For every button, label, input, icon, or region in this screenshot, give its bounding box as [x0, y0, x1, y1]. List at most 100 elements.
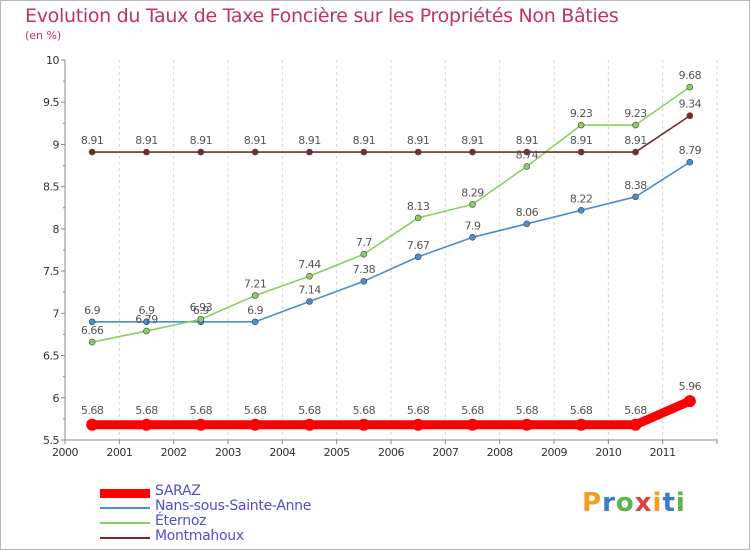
data-label: 6.9: [84, 304, 100, 317]
legend-label: Nans-sous-Sainte-Anne: [155, 498, 312, 514]
data-point: [306, 148, 313, 156]
data-label: 7.44: [298, 258, 321, 271]
data-label: 6.93: [190, 301, 213, 314]
data-label: 8.29: [461, 186, 484, 199]
data-label: 5.96: [679, 380, 702, 393]
logo-letter: i: [675, 488, 686, 518]
data-point: [577, 148, 585, 156]
logo-letter: P: [582, 488, 603, 518]
logo-letter: t: [662, 488, 676, 518]
chart-unit: (en %): [25, 29, 62, 42]
data-point: [686, 83, 694, 91]
data-point: [469, 234, 476, 241]
data-label: 7.14: [298, 284, 321, 297]
data-point: [251, 292, 259, 299]
data-point: [414, 253, 422, 261]
axes: 5.5 6 6.5 7 7.5 8 8.5 9 9.5 10 2000 2001 2002 2003 200…: [43, 54, 718, 459]
data-point: [414, 214, 422, 222]
y-tick-label: 8.5: [43, 181, 59, 194]
data-point: [412, 418, 425, 431]
data-label: 5.68: [135, 404, 158, 417]
data-point: [520, 418, 533, 431]
data-label: 8.91: [190, 134, 213, 147]
legend-label: Éternoz: [155, 513, 207, 529]
chart-title: Evolution du Taux de Taxe Foncière sur l…: [25, 5, 619, 27]
data-label: 6.66: [81, 324, 104, 337]
data-label: 8.91: [407, 134, 430, 147]
data-label: 9.34: [679, 98, 702, 111]
data-label: 5.68: [81, 404, 104, 417]
logo-letter: r: [602, 488, 616, 518]
data-label: 8.91: [298, 134, 321, 147]
data-point: [143, 318, 150, 326]
logo-letter: o: [615, 488, 635, 518]
data-label: 7.7: [356, 236, 372, 249]
x-tick-label: 2004: [269, 446, 295, 459]
data-point: [683, 395, 696, 408]
series-line-3: [91, 114, 691, 153]
data-point: [632, 193, 639, 201]
data-point: [194, 418, 207, 431]
data-point: [523, 220, 531, 228]
data-point: [251, 318, 259, 326]
data-label: 5.68: [461, 404, 484, 417]
data-point: [360, 148, 368, 156]
x-tick-label: 2000: [52, 446, 78, 459]
data-label: 8.74: [516, 148, 539, 161]
legend-label: SARAZ: [155, 483, 201, 499]
legend-swatch: [100, 488, 150, 498]
legend-swatch: [100, 507, 150, 509]
x-tick-label: 2007: [432, 446, 458, 459]
data-point: [306, 272, 313, 280]
data-label: 8.79: [679, 144, 702, 157]
y-tick-label: 6: [53, 392, 60, 405]
legend-item: SARAZ: [100, 483, 420, 501]
data-point: [577, 121, 585, 129]
legend-swatch: [100, 537, 150, 539]
data-point: [577, 207, 585, 214]
legend-item: Nans-sous-Sainte-Anne: [100, 498, 420, 516]
data-point: [523, 148, 531, 156]
y-tick-label: 5.5: [43, 434, 59, 447]
data-label: 8.91: [461, 134, 484, 147]
data-label: 8.91: [353, 134, 376, 147]
data-label: 8.91: [570, 134, 593, 147]
data-label: 5.68: [570, 404, 593, 417]
data-label: 5.68: [298, 404, 321, 417]
x-tick-label: 2005: [324, 446, 350, 459]
data-label: 5.68: [244, 404, 267, 417]
data-point: [360, 277, 368, 285]
data-point: [249, 418, 262, 431]
data-point: [629, 418, 642, 431]
data-label: 8.06: [516, 206, 539, 219]
data-label: 8.38: [624, 179, 647, 192]
data-label: 7.21: [244, 278, 267, 291]
data-label: 8.91: [135, 134, 158, 147]
data-point: [686, 112, 694, 120]
data-point: [251, 148, 259, 156]
data-point: [575, 418, 588, 431]
data-label: 9.23: [624, 107, 647, 120]
data-point: [88, 338, 96, 346]
data-point: [197, 148, 205, 156]
data-point: [632, 148, 639, 156]
data-point: [143, 148, 150, 156]
data-point: [523, 163, 531, 170]
data-label: 5.68: [624, 404, 647, 417]
legend-swatch: [100, 522, 150, 524]
data-point: [686, 158, 694, 166]
data-label: 6.9: [193, 304, 209, 317]
y-tick-label: 7: [53, 307, 60, 320]
data-point: [197, 315, 205, 323]
data-label: 8.91: [516, 134, 539, 147]
x-tick-label: 2010: [595, 446, 621, 459]
data-label: 5.68: [516, 404, 539, 417]
data-label: 5.68: [407, 404, 430, 417]
x-tick-label: 2008: [487, 446, 513, 459]
data-label: 7.67: [407, 239, 430, 252]
data-point: [306, 298, 313, 305]
data-label: 6.9: [247, 304, 263, 317]
data-label: 5.68: [190, 404, 213, 417]
data-label: 8.91: [244, 134, 267, 147]
